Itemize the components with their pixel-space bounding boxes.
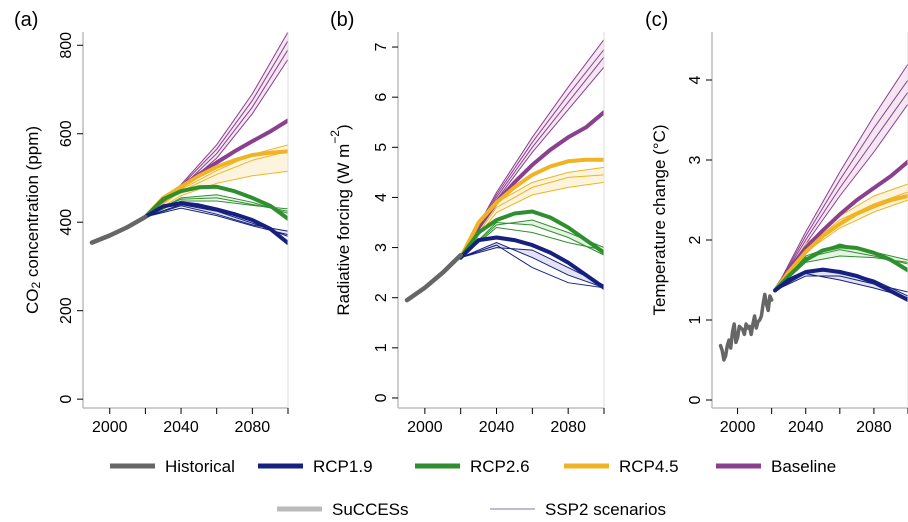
y-tick-label-2: 2 <box>373 293 390 302</box>
y-tick-label-3: 3 <box>687 155 704 164</box>
legend-label-rcp19: RCP1.9 <box>313 457 373 476</box>
y-tick-label-7: 7 <box>373 42 390 51</box>
rcp19-ssp2-line-2 <box>460 244 604 289</box>
y-tick-label-3: 3 <box>373 243 390 252</box>
y-tick-label-1: 1 <box>687 315 704 324</box>
rcp45-succcess-line <box>773 194 908 293</box>
historical-line <box>404 252 463 303</box>
rcp19-succcess-line <box>143 201 288 245</box>
rcp19-ssp2-line-2 <box>145 207 288 236</box>
x-tick-label-2080: 2080 <box>856 419 892 436</box>
x-tick-label-2080: 2080 <box>550 419 586 436</box>
legend-label-rcp45: RCP4.5 <box>619 457 679 476</box>
historical-line <box>718 292 774 362</box>
rcp19-succcess-line <box>773 267 908 302</box>
y-tick-label-0: 0 <box>58 395 75 404</box>
baseline-envelope <box>145 32 288 217</box>
baseline-ssp2-line-2 <box>774 79 908 291</box>
rcp45-ssp2-line-2 <box>460 174 604 258</box>
rcp45-envelope <box>460 167 604 258</box>
panel-label-b: (b) <box>330 9 354 31</box>
y-tick-label-200: 200 <box>58 297 75 324</box>
x-tick-label-2000: 2000 <box>92 419 128 436</box>
rcp26-succcess-line <box>458 209 604 260</box>
rcp19-ssp2-line-3 <box>460 247 604 286</box>
y-tick-label-2: 2 <box>687 235 704 244</box>
legend-label-baseline: Baseline <box>771 457 836 476</box>
y-axis-label-c: Temperature change (°C) <box>650 124 669 315</box>
rcp26-ssp2-line-3 <box>460 221 604 258</box>
plot-area-a <box>89 31 288 245</box>
y-tick-label-0: 0 <box>373 393 390 402</box>
x-tick-label-2040: 2040 <box>163 419 199 436</box>
rcp45-succcess-line <box>458 157 604 260</box>
panel-c: 0 1 2 3 4 2000 2040 2080 (c) Temperature change (… <box>645 9 908 436</box>
rcp45-envelope <box>775 184 908 291</box>
y-tick-label-1: 1 <box>373 343 390 352</box>
rcp45-succcess-line <box>143 149 288 219</box>
panel-b: 0 1 2 3 4 5 6 7 2000 2040 2080 (b) Radiative forcing… <box>328 9 605 436</box>
legend-label-historical: Historical <box>165 457 235 476</box>
rcp26-envelope <box>460 220 604 258</box>
panel-label-c: (c) <box>645 9 668 31</box>
legend-label-succcess: SuCCESs <box>332 500 409 519</box>
y-tick-label-4: 4 <box>687 75 704 84</box>
baseline-ssp2-line-1 <box>145 31 288 218</box>
legend-label-ssp2: SSP2 scenarios <box>545 500 666 519</box>
x-tick-label-2040: 2040 <box>479 419 515 436</box>
y-axis-label-a: CO2 concentration (ppm) <box>23 126 43 314</box>
panel-label-a: (a) <box>14 9 38 31</box>
baseline-ssp2-line-3 <box>774 91 908 291</box>
y-tick-label-800: 800 <box>58 32 75 59</box>
baseline-succcess-line <box>458 110 604 260</box>
panel-a: 0 200 400 600 800 2000 2040 2080 (a) CO2 concentr… <box>14 9 289 436</box>
y-tick-label-400: 400 <box>58 209 75 236</box>
rcp26-succcess-line <box>773 244 908 293</box>
y-tick-label-0: 0 <box>687 395 704 404</box>
x-tick-label-2080: 2080 <box>235 419 271 436</box>
plot-area-b <box>404 39 604 303</box>
rcp19-succcess-line <box>458 235 604 290</box>
rcp19-envelope <box>460 242 604 288</box>
rcp19-envelope <box>775 270 908 298</box>
baseline-ssp2-line-1 <box>774 63 908 291</box>
historical-line <box>89 214 148 245</box>
y-tick-label-5: 5 <box>373 143 390 152</box>
legend-label-rcp26: RCP2.6 <box>470 457 530 476</box>
plot-area-c <box>718 63 908 362</box>
x-tick-label-2000: 2000 <box>407 419 443 436</box>
rcp26-succcess-line <box>143 184 288 221</box>
y-tick-label-600: 600 <box>58 120 75 147</box>
y-tick-label-4: 4 <box>373 193 390 202</box>
x-tick-label-2040: 2040 <box>788 419 824 436</box>
baseline-ssp2-line-2 <box>145 40 288 218</box>
y-axis-label-b: Radiative forcing (W m−2) <box>328 124 353 315</box>
y-tick-label-6: 6 <box>373 93 390 102</box>
legend: Historical RCP1.9 RCP2.6 RCP4.5 Baseline SuCC… <box>110 457 836 519</box>
x-tick-label-2000: 2000 <box>720 419 756 436</box>
rcp45-ssp2-line-2 <box>145 150 288 218</box>
rcp19-ssp2-line-1 <box>774 273 908 299</box>
rcp19-ssp2-line-1 <box>460 242 604 289</box>
rcp45-envelope <box>145 144 288 217</box>
rcp45-ssp2-line-3 <box>145 170 288 218</box>
